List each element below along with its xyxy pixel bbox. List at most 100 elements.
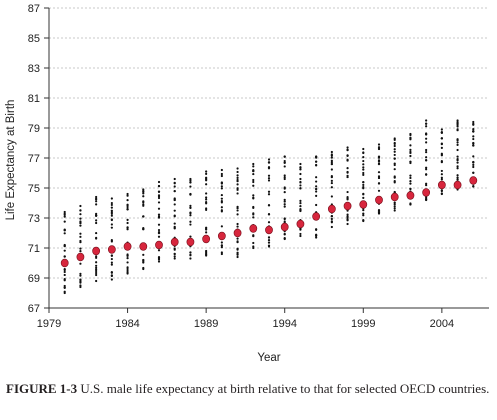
oecd-point — [189, 223, 192, 226]
oecd-point — [79, 204, 82, 208]
oecd-point — [456, 178, 459, 181]
oecd-point — [283, 177, 286, 181]
oecd-point — [330, 181, 333, 185]
oecd-point — [409, 174, 412, 177]
oecd-point — [126, 267, 129, 271]
oecd-point — [409, 182, 412, 185]
oecd-point — [456, 128, 459, 131]
x-tick-label: 1989 — [194, 318, 218, 330]
oecd-point — [346, 148, 349, 151]
oecd-point — [173, 190, 176, 193]
oecd-point — [95, 279, 98, 283]
oecd-point — [110, 218, 113, 221]
oecd-point — [409, 148, 412, 151]
oecd-point — [299, 208, 302, 211]
x-tick-label: 1984 — [115, 318, 139, 330]
oecd-point — [283, 232, 286, 236]
oecd-point — [157, 194, 161, 197]
oecd-point — [126, 261, 129, 264]
oecd-point — [377, 211, 381, 214]
oecd-point — [173, 181, 176, 184]
oecd-point — [393, 168, 396, 171]
oecd-point — [409, 150, 412, 154]
oecd-point — [267, 239, 271, 242]
oecd-point — [315, 176, 318, 179]
oecd-point — [173, 185, 176, 188]
y-axis-title: Life Expectancy at Birth — [5, 100, 17, 221]
oecd-point — [189, 193, 192, 196]
oecd-point — [205, 179, 208, 182]
oecd-point — [283, 205, 286, 208]
oecd-point — [173, 257, 176, 260]
oecd-point — [315, 203, 318, 207]
oecd-point — [95, 271, 98, 275]
oecd-point — [362, 212, 365, 215]
oecd-point — [362, 151, 365, 154]
oecd-point — [252, 194, 255, 197]
oecd-point — [236, 255, 239, 259]
oecd-point — [267, 177, 271, 180]
oecd-point — [63, 243, 66, 247]
oecd-point — [205, 183, 208, 186]
oecd-point — [110, 257, 113, 261]
oecd-point — [79, 262, 82, 265]
us-point — [202, 234, 211, 244]
oecd-point — [157, 201, 161, 204]
oecd-point — [95, 268, 98, 271]
oecd-point — [236, 188, 239, 191]
oecd-point — [456, 155, 459, 158]
oecd-point — [142, 226, 145, 230]
oecd-point — [315, 185, 318, 188]
oecd-point — [110, 201, 113, 205]
oecd-point — [205, 176, 208, 179]
oecd-point — [283, 200, 286, 203]
oecd-point — [377, 155, 381, 158]
oecd-point — [205, 202, 208, 205]
oecd-point — [236, 251, 239, 254]
oecd-point — [267, 244, 271, 247]
oecd-point — [330, 161, 333, 164]
oecd-point — [377, 176, 381, 180]
oecd-point — [236, 174, 239, 177]
oecd-point — [267, 221, 271, 224]
oecd-point — [79, 209, 82, 212]
oecd-point — [425, 166, 428, 169]
oecd-point — [472, 130, 475, 133]
oecd-point — [173, 255, 176, 258]
oecd-point — [267, 161, 271, 164]
oecd-point — [377, 175, 381, 178]
oecd-point — [205, 192, 208, 195]
oecd-point — [220, 187, 223, 190]
oecd-point — [283, 191, 286, 194]
oecd-point — [440, 173, 443, 176]
oecd-point — [267, 204, 271, 207]
oecd-point — [110, 240, 113, 243]
oecd-point — [472, 141, 475, 145]
oecd-point — [267, 158, 271, 161]
y-tick-label: 67 — [28, 303, 40, 315]
oecd-point — [157, 213, 161, 216]
oecd-point — [157, 184, 161, 188]
oecd-point — [205, 196, 208, 199]
oecd-point — [252, 178, 255, 182]
oecd-point — [425, 133, 428, 136]
oecd-point — [346, 166, 349, 170]
oecd-point — [393, 142, 396, 146]
oecd-point — [456, 125, 459, 128]
oecd-point — [79, 220, 82, 223]
us-point — [390, 192, 399, 202]
oecd-point — [299, 232, 302, 236]
oecd-point — [95, 195, 98, 199]
oecd-point — [142, 200, 145, 203]
oecd-point — [330, 162, 333, 166]
x-tick-label: 1979 — [37, 318, 61, 330]
oecd-point — [299, 234, 302, 238]
oecd-point — [409, 136, 412, 139]
oecd-point — [236, 253, 239, 256]
oecd-point — [346, 216, 349, 219]
oecd-point — [205, 170, 208, 173]
oecd-point — [236, 170, 239, 174]
oecd-point — [299, 177, 302, 181]
oecd-point — [330, 150, 333, 154]
